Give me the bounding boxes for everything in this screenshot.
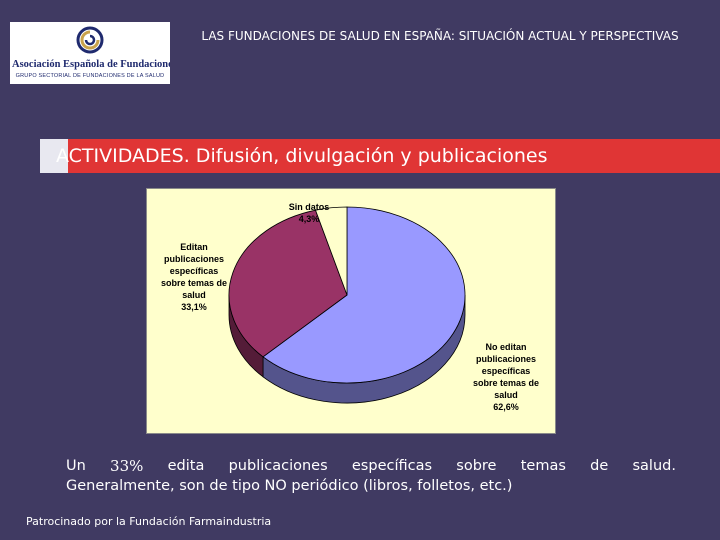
slice-value-label: 4,3% [298,214,320,224]
pie-chart: Sin datos 4,3% Editan publicaciones específ… [146,188,556,434]
aef-logo-icon [76,26,104,54]
slice-label-line: salud [494,390,518,400]
pie-chart-svg [228,206,466,404]
caption-line-1: Un 33% edita publicaciones específicas sobre t… [66,456,676,476]
caption-word: salud. [632,458,676,474]
title-bar-accent [40,139,68,173]
pie-slice-0 [262,206,466,384]
slice-label-line: sobre temas de [160,278,228,288]
slice-value-label: 62,6% [493,402,519,412]
footer-text: Patrocinado por la Fundación Farmaindust… [26,515,272,528]
slice-label-line: sobre temas de [472,378,540,388]
pie-slice-1 [228,209,348,358]
caption-word: específicas [351,458,433,474]
slice-label-line: Editan [180,242,208,252]
slice-label-line: No editan [485,342,527,352]
caption-word: 33% [110,457,144,475]
slice-value-label: 33,1% [181,302,207,312]
logo-name: Asociación Española de Fundaciones [12,59,170,70]
slice-label-editan: Editan publicaciones específicas sobre tema… [149,241,239,313]
slice-label-no-editan: No editan publicaciones específicas sobre t… [461,341,551,413]
slice-label-line: específicas [481,366,531,376]
slice-label-line: específicas [169,266,219,276]
slide-title: ACTIVIDADES. Difusión, divulgación y pub… [56,145,548,167]
slice-label-line: salud [182,290,206,300]
pie-slice-2 [314,206,348,296]
caption-word: edita [167,458,205,474]
caption-word: sobre [456,458,497,474]
slice-label-line: Sin datos [288,202,330,212]
caption-line-2: Generalmente, son de tipo NO periódico (… [66,478,513,494]
logo: Asociación Española de Fundaciones GRUPO… [10,22,170,84]
caption-word: Un [66,458,86,474]
slice-label-sin-datos: Sin datos 4,3% [274,201,344,225]
caption-word: temas [520,458,566,474]
slice-label-line: publicaciones [475,354,537,364]
caption-word: de [590,458,609,474]
caption-word: publicaciones [228,458,328,474]
title-bar [40,139,720,173]
caption: Un 33% edita publicaciones específicas sobre t… [66,456,676,496]
logo-subtitle: GRUPO SECTORIAL DE FUNDACIONES DE LA SAL… [15,73,165,79]
slice-label-line: publicaciones [163,254,225,264]
header-title: LAS FUNDACIONES DE SALUD EN ESPAÑA: SITU… [201,29,679,43]
